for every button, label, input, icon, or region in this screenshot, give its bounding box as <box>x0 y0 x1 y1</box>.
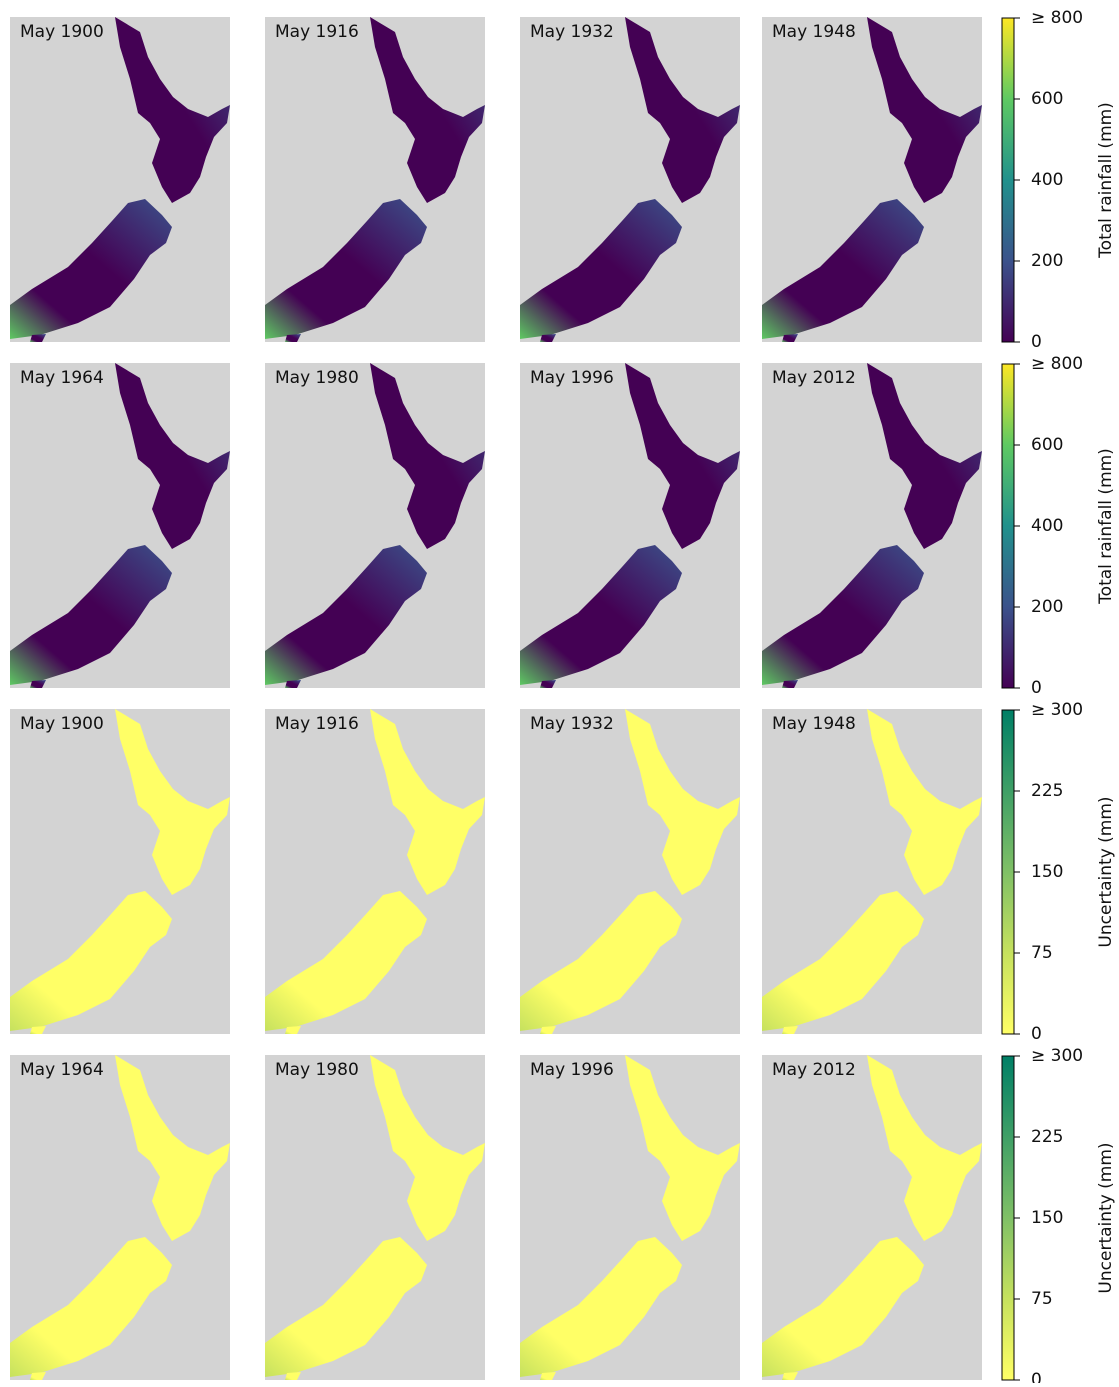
panel-label: May 1948 <box>772 22 856 42</box>
colorbar-tick-label: 0 <box>1031 332 1042 352</box>
panel-label: May 1900 <box>20 22 104 42</box>
colorbar <box>1002 364 1014 688</box>
panel-label: May 1996 <box>530 1060 614 1080</box>
colorbar <box>1002 710 1014 1034</box>
colorbar-tick-label: 200 <box>1031 251 1063 271</box>
panel-label: May 1932 <box>530 714 614 734</box>
panel-label: May 1964 <box>20 368 104 388</box>
figure: May 1900 May 1916 May 1932 May 1948 0 200 400 6… <box>0 0 1119 1383</box>
panel-label: May 1980 <box>275 368 359 388</box>
colorbar-tick-label: 0 <box>1031 1370 1042 1383</box>
colorbar-tick-label: 150 <box>1031 862 1063 882</box>
colorbar <box>1002 18 1014 342</box>
panel-label: May 2012 <box>772 368 856 388</box>
panel-label: May 1948 <box>772 714 856 734</box>
panel-label: May 1916 <box>275 714 359 734</box>
colorbar-label: Total rainfall (mm) <box>1096 448 1116 605</box>
colorbar <box>1002 1056 1014 1380</box>
colorbar-label: Uncertainty (mm) <box>1096 796 1116 947</box>
colorbar-label: Uncertainty (mm) <box>1096 1142 1116 1293</box>
colorbar-tick-label: ≥ 800 <box>1031 8 1083 28</box>
panel-label: May 1996 <box>530 368 614 388</box>
colorbar-tick-label: 150 <box>1031 1208 1063 1228</box>
colorbar-tick-label: ≥ 300 <box>1031 1046 1083 1066</box>
colorbar-tick-label: 0 <box>1031 1024 1042 1044</box>
colorbar-tick-label: 400 <box>1031 516 1063 536</box>
colorbar-tick-label: 225 <box>1031 1127 1063 1147</box>
colorbar-label: Total rainfall (mm) <box>1096 102 1116 259</box>
colorbar-tick-label: 600 <box>1031 435 1063 455</box>
colorbar-tick-label: 75 <box>1031 1289 1053 1309</box>
colorbar-tick-label: ≥ 300 <box>1031 700 1083 720</box>
colorbar-tick-label: ≥ 800 <box>1031 354 1083 374</box>
panel-label: May 1964 <box>20 1060 104 1080</box>
colorbar-tick-label: 400 <box>1031 170 1063 190</box>
panel-label: May 1932 <box>530 22 614 42</box>
colorbar-tick-label: 225 <box>1031 781 1063 801</box>
panel-label: May 1900 <box>20 714 104 734</box>
panel-label: May 2012 <box>772 1060 856 1080</box>
colorbar-tick-label: 0 <box>1031 678 1042 698</box>
colorbar-tick-label: 600 <box>1031 89 1063 109</box>
panel-label: May 1916 <box>275 22 359 42</box>
colorbar-tick-label: 75 <box>1031 943 1053 963</box>
colorbar-tick-label: 200 <box>1031 597 1063 617</box>
panel-label: May 1980 <box>275 1060 359 1080</box>
